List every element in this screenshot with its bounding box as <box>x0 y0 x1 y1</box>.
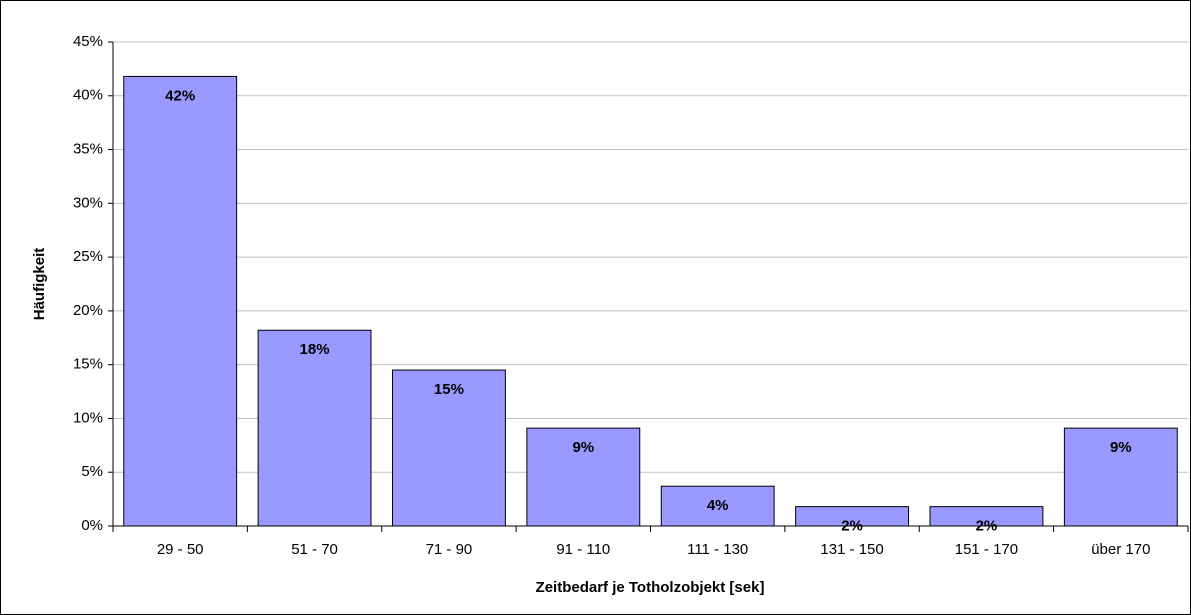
data-label: 18% <box>300 341 330 358</box>
y-tick-label: 40% <box>73 87 103 104</box>
data-label: 15% <box>434 381 464 398</box>
y-tick-label: 15% <box>73 356 103 373</box>
data-label: 2% <box>976 518 998 535</box>
y-tick-label: 10% <box>73 409 103 426</box>
data-label: 9% <box>1110 439 1132 456</box>
y-tick-label: 35% <box>73 141 103 158</box>
data-label: 2% <box>841 518 863 535</box>
bar <box>660 485 775 527</box>
bar <box>526 427 641 527</box>
x-tick-label: 51 - 70 <box>291 541 338 558</box>
data-label: 9% <box>572 439 594 456</box>
y-axis-label: Häufigkeit <box>31 248 48 321</box>
data-label: 42% <box>165 87 195 104</box>
x-tick-label: 131 - 150 <box>820 541 883 558</box>
bar <box>1063 427 1178 527</box>
bar <box>795 506 909 527</box>
x-tick-label: 91 - 110 <box>556 541 610 558</box>
x-tick-label: über 170 <box>1091 541 1150 558</box>
y-tick-label: 20% <box>73 302 103 319</box>
bar <box>257 329 372 527</box>
x-tick-label: 151 - 170 <box>955 541 1018 558</box>
x-axis-label: Zeitbedarf je Totholzobjekt [sek] <box>536 579 765 596</box>
data-label: 4% <box>707 497 729 514</box>
bar <box>392 369 506 527</box>
bar <box>123 75 238 527</box>
bar <box>929 506 1044 527</box>
x-tick-label: 29 - 50 <box>157 541 204 558</box>
x-tick-label: 111 - 130 <box>687 541 748 558</box>
y-tick-label: 30% <box>73 194 103 211</box>
y-tick-label: 5% <box>81 463 103 480</box>
x-tick-label: 71 - 90 <box>426 541 473 558</box>
y-tick-label: 45% <box>73 33 103 50</box>
y-tick-label: 0% <box>81 517 103 534</box>
y-tick-label: 25% <box>73 248 103 265</box>
